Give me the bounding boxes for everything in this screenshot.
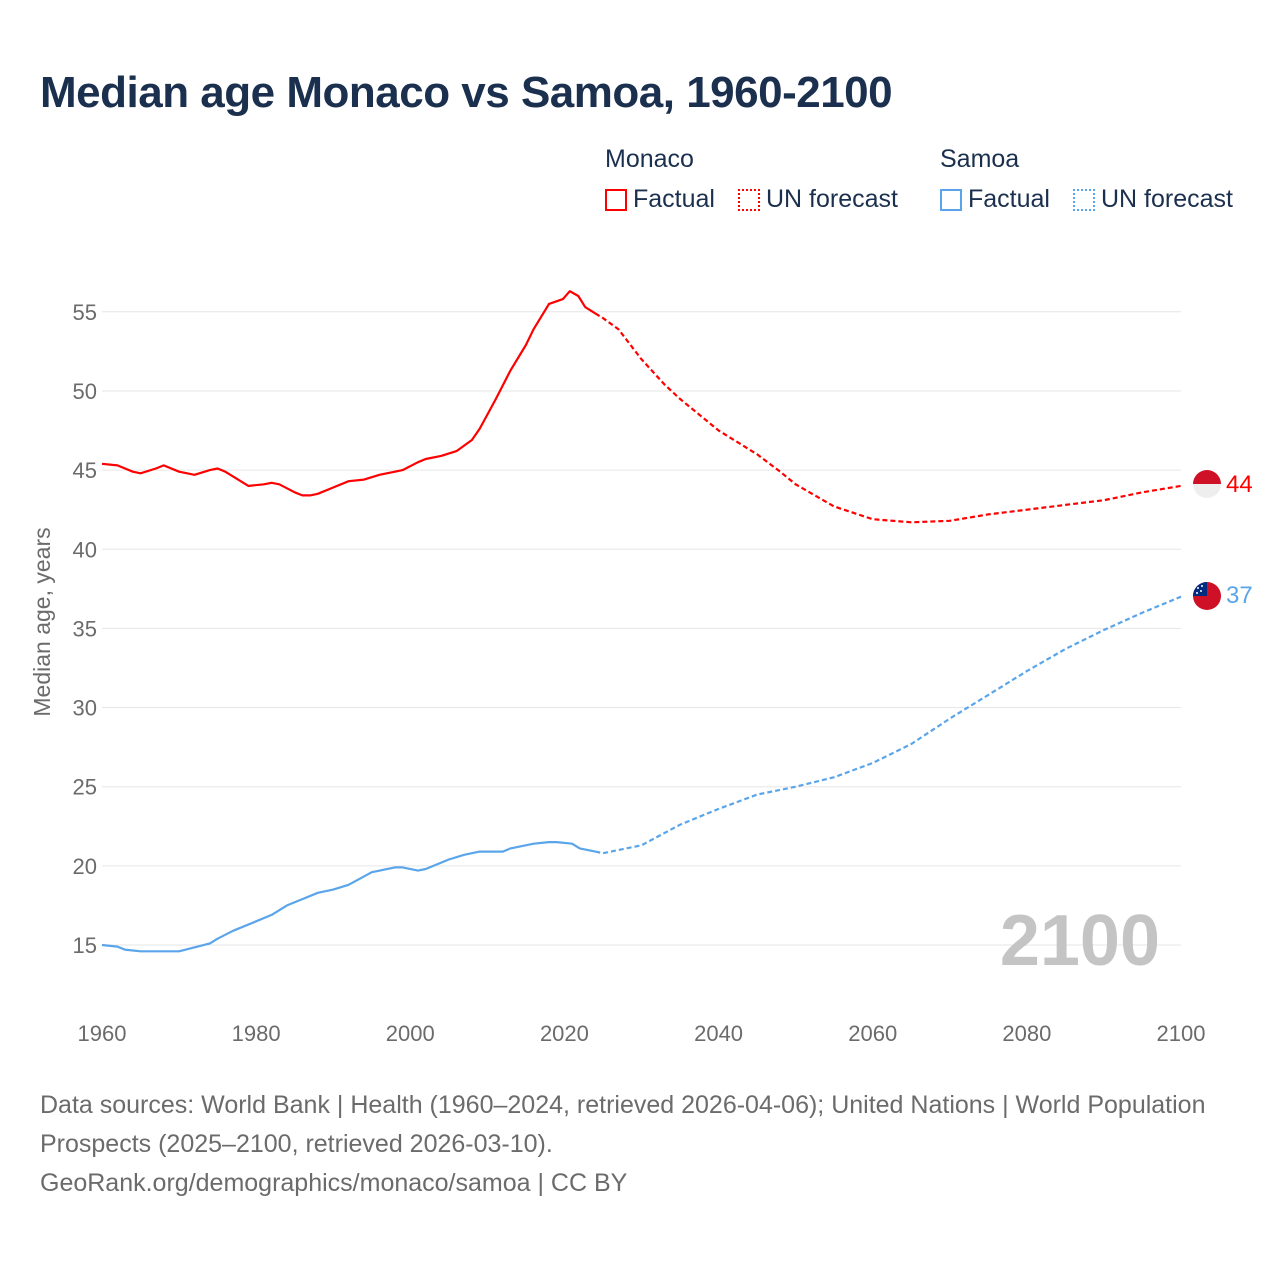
legend-label: Factual xyxy=(633,185,715,213)
x-tick-label: 1980 xyxy=(232,1021,281,1046)
y-tick-label: 15 xyxy=(73,933,97,958)
legend-group-title: Monaco xyxy=(605,145,694,173)
x-tick-label: 2020 xyxy=(540,1021,589,1046)
legend-monaco-factual[interactable]: Factual xyxy=(605,185,715,214)
monaco-forecast-line xyxy=(594,312,1182,524)
legend-label: UN forecast xyxy=(766,185,898,213)
year-watermark: 2100 xyxy=(1000,901,1160,981)
dotted-swatch-icon xyxy=(738,188,760,211)
samoa-end-label: 37 xyxy=(1226,582,1253,609)
monaco-flag xyxy=(1193,470,1221,498)
y-axis-label: Median age, years xyxy=(29,527,55,716)
legend-monaco-forecast[interactable]: UN forecast xyxy=(738,185,898,214)
x-tick-label: 2040 xyxy=(694,1021,743,1046)
legend-label: Factual xyxy=(968,185,1050,213)
y-tick-label: 50 xyxy=(73,379,97,404)
solid-swatch-icon xyxy=(940,188,962,211)
y-tick-label: 45 xyxy=(73,458,97,483)
samoa-factual-line xyxy=(101,841,596,953)
dotted-swatch-icon xyxy=(1073,188,1095,211)
y-tick-label: 55 xyxy=(73,300,97,325)
data-sources: Data sources: World Bank | Health (1960–… xyxy=(40,1091,1206,1158)
x-tick-label: 2100 xyxy=(1157,1021,1206,1046)
solid-swatch-icon xyxy=(605,188,627,211)
legend-label: UN forecast xyxy=(1101,185,1233,213)
x-tick-label: 2000 xyxy=(386,1021,435,1046)
legend-samoa-forecast[interactable]: UN forecast xyxy=(1073,185,1233,214)
x-tick-label: 1960 xyxy=(78,1021,127,1046)
footer: Data sources: World Bank | Health (1960–… xyxy=(40,1086,1240,1203)
y-tick-label: 25 xyxy=(73,775,97,800)
samoa-forecast-line xyxy=(595,595,1182,855)
monaco-factual-line xyxy=(101,290,596,497)
y-tick-label: 30 xyxy=(73,696,97,721)
legend-samoa-factual[interactable]: Factual xyxy=(940,185,1050,214)
legend-group-title: Samoa xyxy=(940,145,1020,173)
samoa-flag xyxy=(1193,582,1221,610)
x-tick-label: 2060 xyxy=(848,1021,897,1046)
y-tick-label: 35 xyxy=(73,616,97,641)
source-link[interactable]: GeoRank.org/demographics/monaco/samoa | … xyxy=(40,1169,628,1197)
legend-samoa: Samoa Factual UN forecast xyxy=(940,145,1233,213)
chart-title: Median age Monaco vs Samoa, 1960-2100 xyxy=(40,68,893,117)
legend-monaco: Monaco Factual UN forecast xyxy=(605,145,898,213)
monaco-end-label: 44 xyxy=(1226,471,1253,498)
y-tick-label: 40 xyxy=(73,537,97,562)
x-tick-label: 2080 xyxy=(1002,1021,1051,1046)
y-tick-label: 20 xyxy=(73,854,97,879)
